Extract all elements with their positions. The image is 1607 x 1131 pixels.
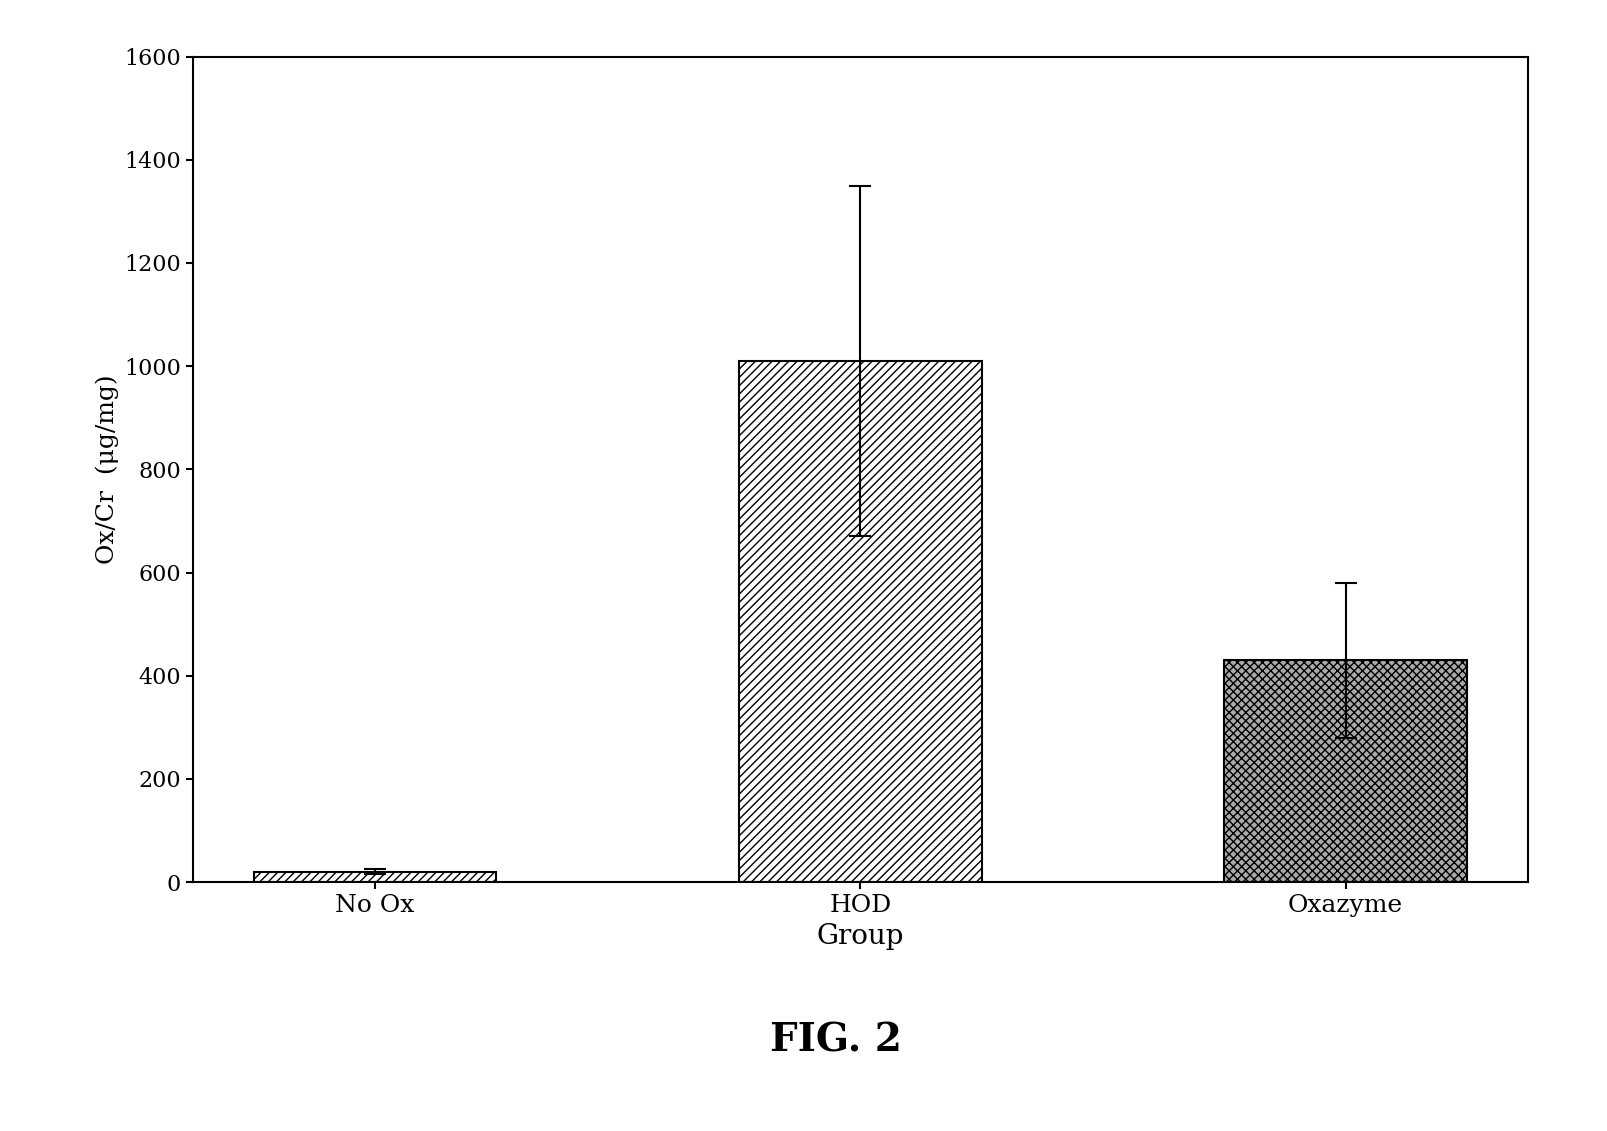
Bar <box>1223 661 1466 882</box>
Bar <box>254 872 497 882</box>
Text: FIG. 2: FIG. 2 <box>770 1021 902 1060</box>
Bar <box>739 361 980 882</box>
Y-axis label: Ox/Cr  (μg/mg): Ox/Cr (μg/mg) <box>95 374 119 564</box>
X-axis label: Group: Group <box>816 923 903 950</box>
